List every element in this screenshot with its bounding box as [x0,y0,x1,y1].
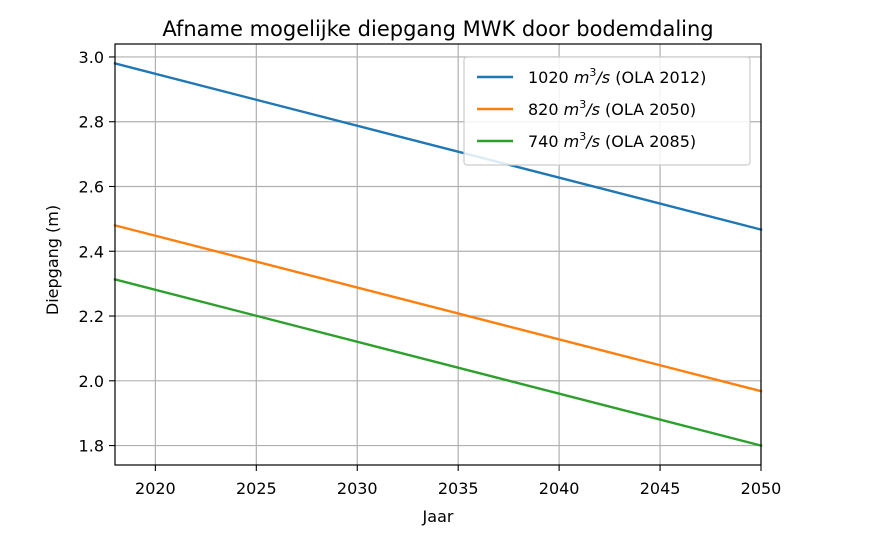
legend-label-1: 1020 m3/s (OLA 2012) [528,66,706,87]
y-axis-label: Diepgang (m) [43,205,62,315]
x-tick-label: 2050 [741,479,782,498]
y-tick-label: 3.0 [79,48,104,67]
y-tick-label: 2.0 [79,372,104,391]
series-line-3 [113,277,763,448]
y-tick-label: 2.8 [79,113,104,132]
y-tick-label: 2.2 [79,307,104,326]
x-tick-label: 2020 [135,479,176,498]
series-line-2 [113,223,763,393]
legend-label-2: 820 m3/s (OLA 2050) [528,98,696,119]
plot-frame [114,43,762,466]
legend-box [463,56,751,166]
y-tick-label: 2.6 [79,177,104,196]
x-tick-label: 2025 [236,479,277,498]
series-line-1 [113,61,763,232]
series-layer [113,61,763,448]
x-tick-label: 2040 [539,479,580,498]
y-tick-label: 1.8 [79,437,104,456]
x-tick-label: 2030 [337,479,378,498]
x-tick-label: 2045 [640,479,681,498]
y-tick-label: 2.4 [79,242,104,261]
x-axis-label: Jaar [422,507,454,526]
chart-title: Afname mogelijke diepgang MWK door bodem… [162,17,713,41]
ticks: 2020 2025 2030 2035 2040 2045 2050 1.8 2.0 2.2 2.4… [79,48,782,498]
x-tick-label: 2035 [438,479,479,498]
legend-label-3: 740 m3/s (OLA 2085) [528,130,696,151]
legend: 1020 m3/s (OLA 2012) 820 m3/s (OLA 2050) 7… [463,56,751,166]
